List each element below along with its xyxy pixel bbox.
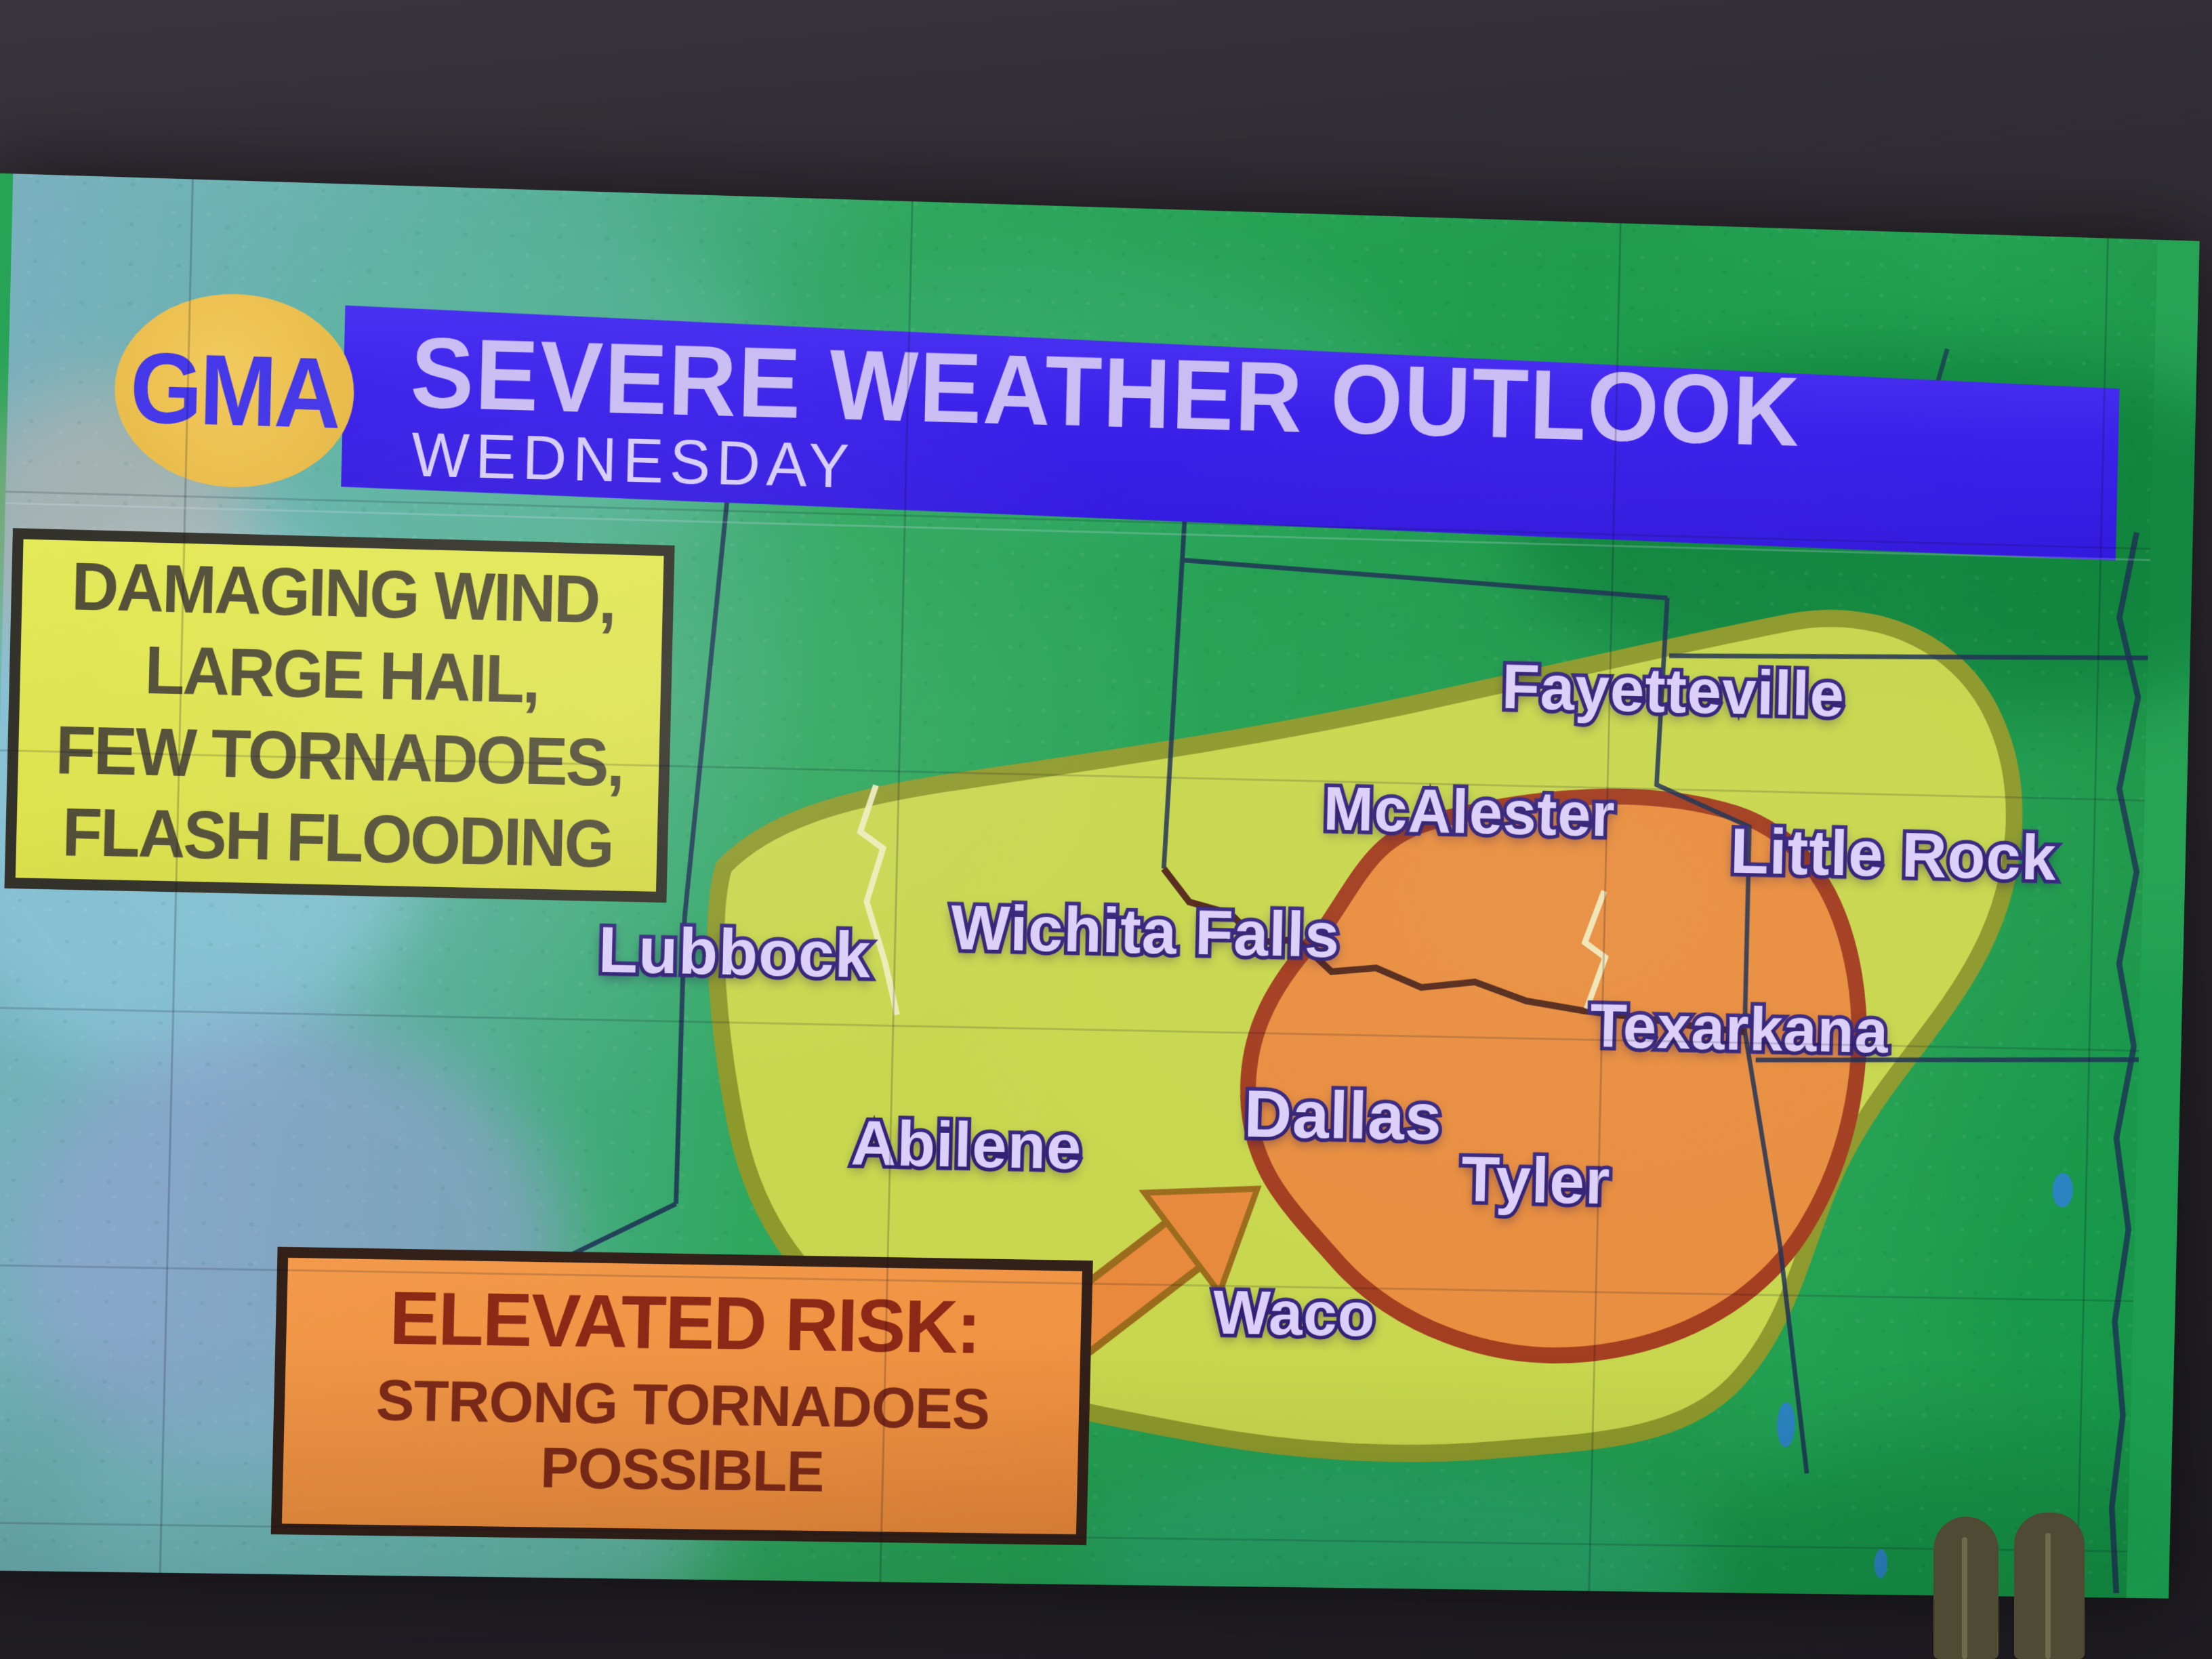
risk-area-elevated [1242, 788, 1865, 1360]
weather-graphic: Fayetteville McAlester Little Rock Wichita … [0, 173, 2200, 1599]
elevated-risk-legend-box: ELEVATED RISK: STRONG TORNADOES POSSIBLE [270, 1246, 1093, 1546]
foreground-silhouette [2014, 1513, 2085, 1659]
foreground-silhouette [1933, 1517, 1999, 1659]
video-wall-screen: Fayetteville McAlester Little Rock Wichita … [0, 173, 2200, 1599]
silhouette-highlight [1962, 1537, 1968, 1659]
elevated-risk-title: ELEVATED RISK: [388, 1275, 981, 1370]
city-label-abilene: Abilene [846, 1104, 1086, 1187]
city-label-texarkana: Texarkana [1586, 987, 1893, 1069]
city-label-tyler: Tyler [1456, 1139, 1615, 1221]
elevated-risk-line1: STRONG TORNADOES [375, 1368, 991, 1442]
silhouette-highlight [2045, 1533, 2051, 1659]
elevated-risk-line2: POSSIBLE [539, 1435, 825, 1504]
banner-subtitle: WEDNESDAY [410, 420, 856, 501]
city-label-wichita-falls: Wichita Falls [946, 888, 1344, 975]
storm-motion-arrow [1025, 1185, 1257, 1370]
map-overlay-svg [0, 173, 2161, 1599]
city-label-little-rock: Little Rock [1726, 811, 2062, 897]
city-label-lubbock: Lubbock [594, 909, 876, 995]
slight-risk-text: DAMAGING WIND, LARGE HAIL, FEW TORNADOES… [54, 548, 624, 882]
city-label-fayetteville: Fayetteville [1498, 647, 1849, 733]
slight-risk-legend-box: DAMAGING WIND, LARGE HAIL, FEW TORNADOES… [4, 528, 675, 903]
city-label-dallas: Dallas [1240, 1073, 1447, 1159]
gma-logo-text: GMA [129, 331, 340, 449]
